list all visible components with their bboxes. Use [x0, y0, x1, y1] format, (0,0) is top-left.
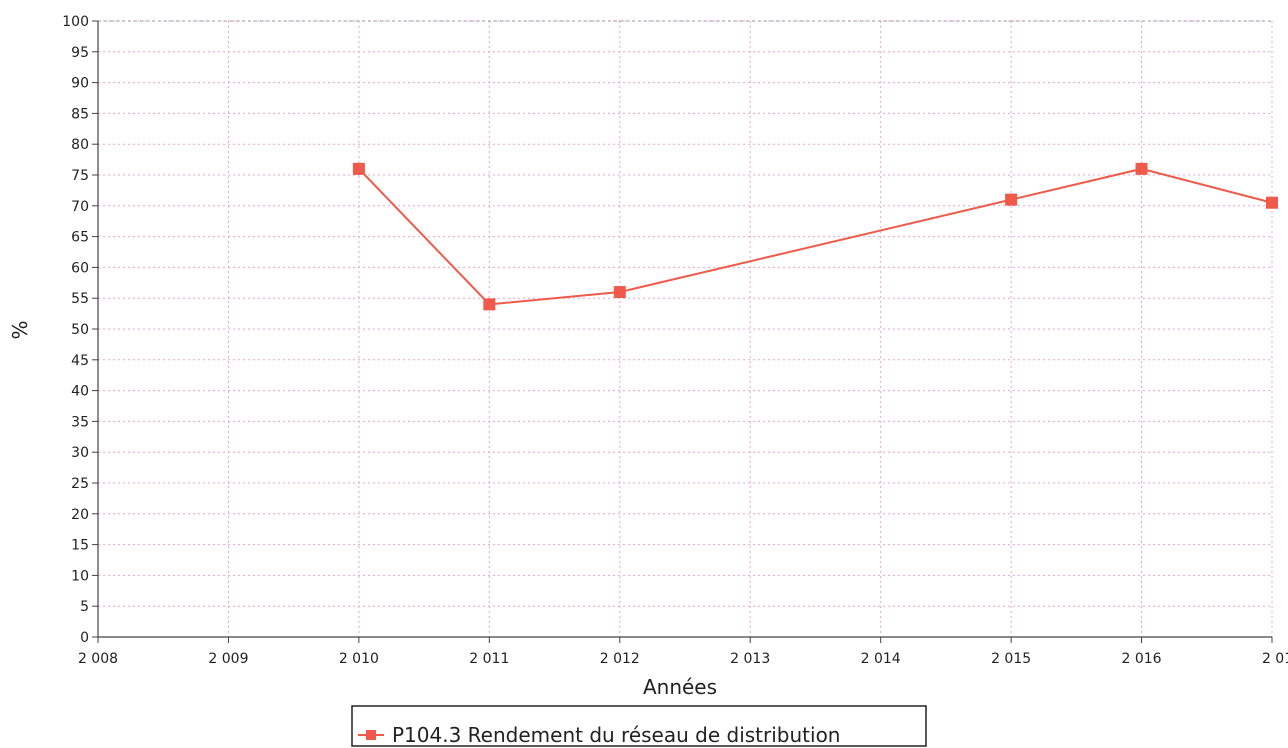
grid-lines	[98, 20, 1273, 637]
y-tick-label: 75	[71, 168, 89, 184]
y-tick-label: 5	[80, 599, 89, 615]
y-tick-label: 45	[71, 353, 89, 369]
data-point-marker	[1266, 196, 1278, 209]
y-tick-label: 55	[71, 291, 89, 307]
x-axis-title: Années	[643, 675, 717, 699]
y-tick-label: 30	[71, 445, 89, 461]
x-tick-label: 2 013	[730, 651, 770, 667]
series-line	[358, 167, 1273, 306]
data-point-marker	[483, 298, 496, 311]
x-tick-label: 2 015	[991, 651, 1031, 667]
y-tick-label: 100	[62, 14, 89, 30]
axes	[92, 20, 1273, 643]
legend-label: P104.3 Rendement du réseau de distributi…	[392, 723, 840, 747]
y-tick-label: 20	[71, 507, 89, 523]
y-tick-label: 60	[71, 260, 89, 276]
y-tick-label: 85	[71, 106, 89, 122]
x-tick-label: 2 009	[208, 651, 248, 667]
data-point-marker	[613, 286, 626, 299]
y-tick-label: 90	[71, 76, 89, 92]
y-tick-label: 15	[71, 538, 89, 554]
data-point-marker	[1005, 193, 1018, 206]
legend: P104.3 Rendement du réseau de distributi…	[351, 705, 927, 747]
tick-labels: 0 5 10 15 20 25 30 35 40 45 50 55 60 65 70 75 80 85 90 95 10…	[62, 14, 1288, 667]
y-tick-label: 0	[80, 630, 89, 646]
legend-box	[351, 705, 927, 747]
y-tick-label: 65	[71, 230, 89, 246]
y-tick-label: 10	[71, 568, 89, 584]
x-tick-label: 2 010	[339, 651, 379, 667]
y-tick-label: 40	[71, 384, 89, 400]
x-tick-label: 2 011	[469, 651, 509, 667]
legend-marker-swatch	[366, 730, 376, 740]
y-tick-label: 95	[71, 45, 89, 61]
y-tick-label: 35	[71, 414, 89, 430]
series-layer	[352, 162, 1278, 311]
y-tick-label: 50	[71, 322, 89, 338]
y-axis-title: %	[8, 320, 32, 339]
x-tick-label: 2 008	[78, 651, 118, 667]
data-point-marker	[1135, 162, 1148, 175]
y-tick-label: 25	[71, 476, 89, 492]
x-tick-label: 2 017	[1262, 651, 1288, 667]
y-tick-label: 70	[71, 199, 89, 215]
x-tick-label: 2 014	[861, 651, 901, 667]
y-tick-label: 80	[71, 137, 89, 153]
x-tick-label: 2 012	[600, 651, 640, 667]
x-tick-label: 2 016	[1122, 651, 1162, 667]
data-point-marker	[352, 162, 365, 175]
